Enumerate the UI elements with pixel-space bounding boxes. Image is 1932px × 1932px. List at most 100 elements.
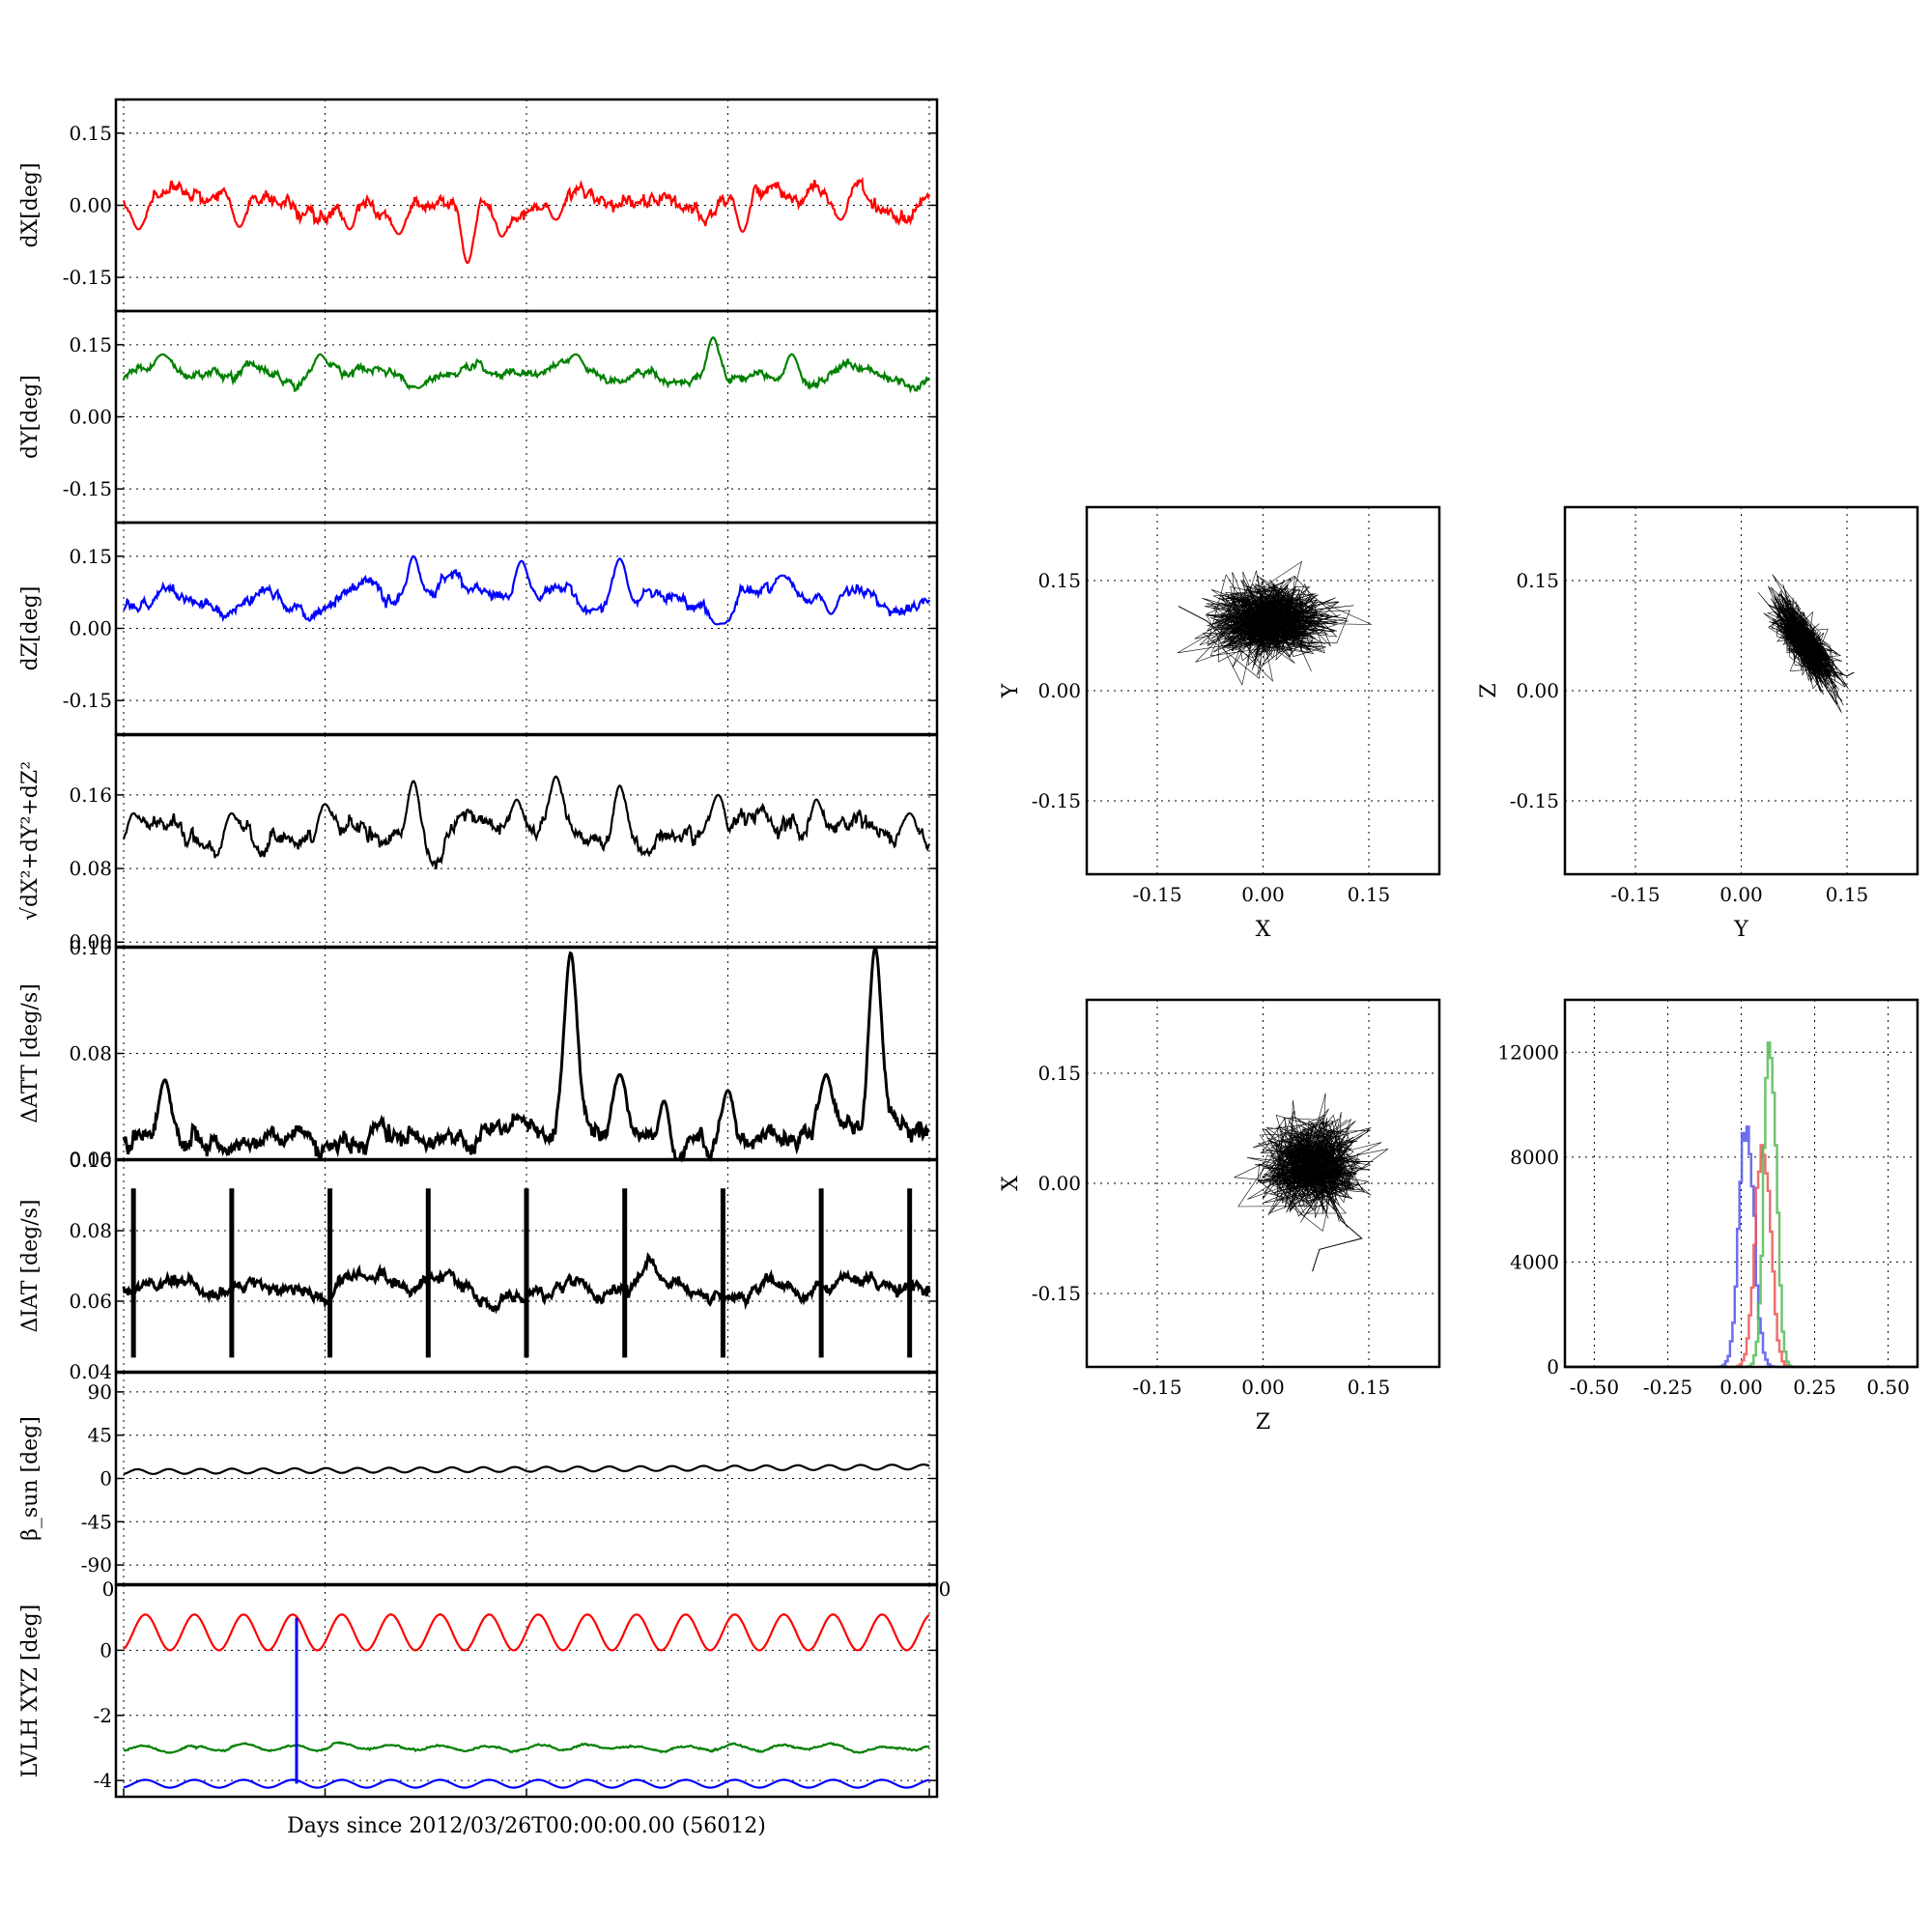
xlabel: X <box>1256 918 1271 942</box>
panel-dX: 0.15 0.00 -0.15 dX[deg] <box>18 98 939 313</box>
ytick-label: 0.15 <box>1037 1062 1081 1085</box>
ylabel: X <box>999 1176 1023 1191</box>
ylabel: ΔIAT [deg/s] <box>18 1200 43 1333</box>
ytick-label: -2 <box>94 1704 112 1727</box>
ytick-label: 0.06 <box>69 1148 112 1171</box>
xtick-label: 0.25 <box>1793 1376 1836 1399</box>
xtick-label: 0.15 <box>1348 1376 1391 1399</box>
series-line <box>123 1741 930 1754</box>
xtick-label: -0.15 <box>1132 883 1181 906</box>
ytick-label: -4 <box>94 1769 112 1792</box>
shared-x-axis-label: Days since 2012/03/26T00:00:00.00 (56012… <box>287 1814 766 1838</box>
ytick-label: 0.06 <box>69 1290 112 1313</box>
xlabel: Z <box>1256 1410 1270 1435</box>
panel-dZ: 0.15 0.00 -0.15 dZ[deg] <box>18 521 939 736</box>
ylabel: ΔATT [deg/s] <box>18 983 43 1122</box>
ytick-label: 0.10 <box>69 1149 112 1172</box>
ylabel: dX[deg] <box>18 162 43 247</box>
panel-frame <box>1563 505 1919 876</box>
ytick-label: 8000 <box>1510 1146 1559 1169</box>
xtick-label: 0.00 <box>1241 1376 1285 1399</box>
panel-frame <box>1085 505 1441 876</box>
ytick-label: 0.00 <box>1037 1172 1081 1195</box>
histogram-series <box>1565 1125 1918 1369</box>
ylabel: dZ[deg] <box>18 586 43 671</box>
ytick-label: -45 <box>81 1510 112 1533</box>
panel-beta: 90 45 0 -45 -90 β_sun [deg] <box>18 1371 939 1586</box>
ytick-label: -0.15 <box>1510 789 1559 812</box>
ytick-label: 0.15 <box>69 122 112 145</box>
xtick-label: -0.15 <box>1610 883 1660 906</box>
ytick-label: 0.10 <box>69 936 112 959</box>
ytick-label: 0.00 <box>69 406 112 429</box>
xtick-label: 0.15 <box>1826 883 1869 906</box>
series-line <box>122 176 931 265</box>
ytick-label: -0.15 <box>1032 789 1081 812</box>
ylabel: dY[deg] <box>18 375 43 459</box>
ytick-label: 0.00 <box>1037 679 1081 702</box>
ytick-label: -90 <box>81 1553 112 1577</box>
panel-hist: -0.50 -0.25 0.00 0.25 0.50 12000 8000 4000 0 <box>1497 998 1919 1399</box>
xtick-label: 0.00 <box>1241 883 1285 906</box>
panel-dY: 0.15 0.00 -0.15 dY[deg] <box>18 309 939 525</box>
series-line <box>122 946 930 1163</box>
ylabel: √dX²+dY²+dZ² <box>18 761 43 921</box>
ylabel: Y <box>999 683 1023 698</box>
series-line <box>123 1613 930 1652</box>
scatter-tail <box>1178 606 1270 640</box>
ytick-label: 0.15 <box>69 545 112 568</box>
ytick-label: 4000 <box>1510 1250 1559 1273</box>
ytick-label: 0.16 <box>69 783 112 807</box>
series-line <box>123 554 931 626</box>
ytick-label: -0.15 <box>63 689 112 712</box>
scatter-tail <box>1825 668 1855 677</box>
ytick-label: 0 <box>99 1467 112 1491</box>
ytick-label: 0.00 <box>69 617 112 640</box>
ylabel: Z <box>1477 683 1501 697</box>
scatter-trace <box>1177 560 1372 686</box>
ytick-label: 0.00 <box>69 930 112 953</box>
panel-frame <box>114 733 939 949</box>
ytick-label: 12000 <box>1497 1040 1559 1064</box>
ytick-label: 0.04 <box>69 1360 112 1383</box>
ytick-label: 90 <box>88 1380 112 1404</box>
ytick-label: 0.15 <box>1516 569 1559 592</box>
ytick-label: -0.15 <box>63 477 112 500</box>
ytick-label: 0 <box>99 1638 112 1662</box>
ytick-label: 0.08 <box>69 1042 112 1065</box>
ylabel: β_sun [deg] <box>18 1416 43 1541</box>
panel-YZ: -0.15 -0.15 0.00 0.00 0.15 0.15 Y Z <box>1477 505 1919 942</box>
series-line <box>123 1463 930 1475</box>
xtick-label: 0.00 <box>1719 883 1763 906</box>
panel-frame <box>1085 998 1441 1369</box>
stray-tick-left: 0 <box>102 1577 115 1601</box>
series-line <box>123 1778 930 1789</box>
ytick-label: 0.08 <box>69 857 112 880</box>
stray-tick-right: 0 <box>939 1577 952 1601</box>
panel-frame <box>1563 998 1919 1369</box>
panel-ZX: -0.15 -0.15 0.00 0.00 0.15 0.15 Z X <box>999 998 1441 1435</box>
scatter-trace <box>1757 574 1849 714</box>
ytick-label: -0.15 <box>1032 1282 1081 1305</box>
xtick-label: -0.15 <box>1132 1376 1181 1399</box>
ylabel: LVLH XYZ [deg] <box>18 1605 43 1778</box>
scatter-trace <box>1233 1093 1389 1232</box>
panel-dIAT: 0.10 0.08 0.06 0.04 ΔIAT [deg/s] <box>18 1149 939 1383</box>
xtick-label: -0.25 <box>1643 1376 1692 1399</box>
ytick-label: 0.08 <box>69 1219 112 1242</box>
panel-dR: 0.16 0.08 0.00 √dX²+dY²+dZ² <box>18 733 939 953</box>
ytick-label: 45 <box>88 1424 112 1447</box>
xtick-label: 0.50 <box>1866 1376 1910 1399</box>
series-line <box>122 336 931 394</box>
ytick-label: 0.00 <box>1516 679 1559 702</box>
ytick-label: 0.15 <box>69 333 112 356</box>
ytick-label: -0.15 <box>63 266 112 289</box>
xlabel: Y <box>1733 918 1748 942</box>
ytick-label: 0 <box>1547 1355 1559 1378</box>
ytick-label: 0.00 <box>69 194 112 217</box>
xtick-label: 0.15 <box>1348 883 1391 906</box>
ytick-label: 0.15 <box>1037 569 1081 592</box>
scatter-tail <box>1312 1164 1363 1272</box>
panel-lvlh: 0 -2 -4 LVLH XYZ [deg] <box>18 1583 939 1799</box>
